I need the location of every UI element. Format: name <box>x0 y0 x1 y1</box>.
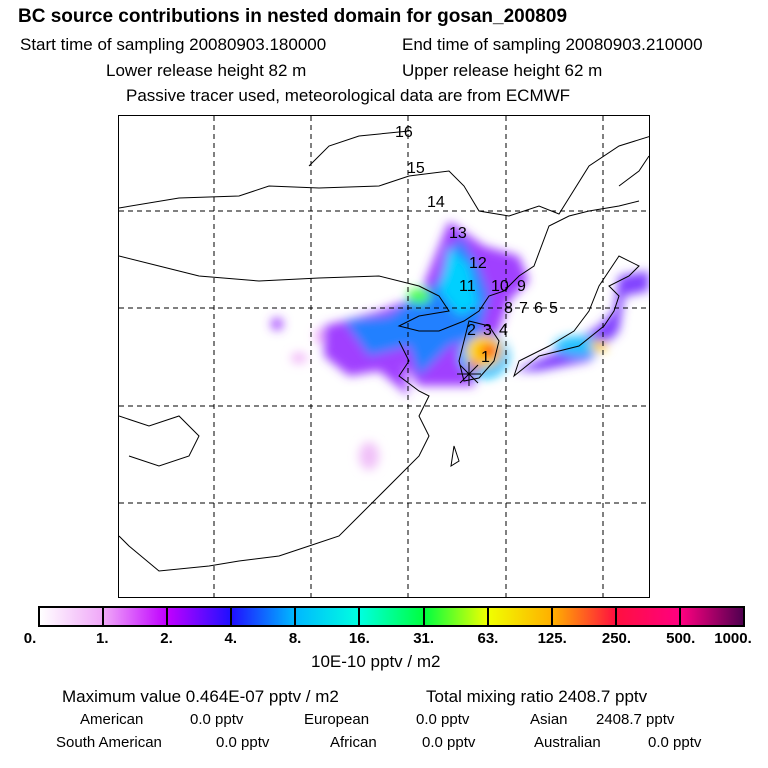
region-name: African <box>330 734 377 751</box>
trajectory-label: 3 <box>483 322 492 339</box>
colorbar-tick-label: 63. <box>477 630 499 647</box>
colorbar <box>38 606 745 627</box>
map-panel: 1 2 3 4 5 6 7 8 9 10 11 12 13 14 15 16 <box>118 115 650 598</box>
colorbar-segment <box>104 608 169 625</box>
region-name: South American <box>56 734 162 751</box>
trajectory-label: 11 <box>459 278 476 295</box>
region-value: 2408.7 pptv <box>596 711 675 728</box>
trajectory-label: 13 <box>449 225 467 242</box>
trajectory-label: 1 <box>481 349 490 366</box>
trajectory-label: 8 <box>504 300 513 317</box>
colorbar-segment <box>40 608 105 625</box>
colorbar-tick-label: 1. <box>96 630 109 647</box>
receptor-star-icon <box>457 362 481 386</box>
end-time: End time of sampling 20080903.210000 <box>402 35 703 54</box>
trajectory-label: 14 <box>427 194 445 211</box>
colorbar-tick-label: 4. <box>224 630 238 647</box>
colorbar-segment <box>616 608 681 625</box>
region-value: 0.0 pptv <box>422 734 476 751</box>
colorbar-tick-label: 500. <box>666 630 696 647</box>
colorbar-tick-label: 125. <box>537 630 567 647</box>
colorbar-segment <box>552 608 617 625</box>
region-name: Australian <box>534 734 601 751</box>
colorbar-segment <box>488 608 553 625</box>
upper-release-height: Upper release height 62 m <box>402 61 603 80</box>
region-value: 0.0 pptv <box>416 711 470 728</box>
maximum-value: Maximum value 0.464E-07 pptv / m2 <box>62 687 339 706</box>
region-name: Asian <box>530 711 568 728</box>
trajectory-label: 10 <box>491 278 509 295</box>
lower-release-height: Lower release height 82 m <box>106 61 307 80</box>
region-value: 0.0 pptv <box>648 734 702 751</box>
colorbar-tick-label: 8. <box>288 630 302 647</box>
grid-lines <box>119 116 649 597</box>
trajectory-label: 16 <box>395 124 413 141</box>
concentration-field <box>271 221 649 470</box>
colorbar-segment <box>168 608 233 625</box>
map-canvas: 1 2 3 4 5 6 7 8 9 10 11 12 13 14 15 16 <box>119 116 649 597</box>
start-time: Start time of sampling 20080903.180000 <box>20 35 327 54</box>
colorbar-unit: 10E-10 pptv / m2 <box>311 652 441 671</box>
colorbar-segment <box>296 608 361 625</box>
colorbar-tick-label: 16. <box>348 630 370 647</box>
coastlines <box>119 130 649 572</box>
region-name: American <box>80 711 144 728</box>
trajectory-label: 5 <box>549 300 558 317</box>
trajectory-label: 2 <box>467 322 476 339</box>
trajectory-label: 4 <box>499 322 508 339</box>
total-mixing-ratio: Total mixing ratio 2408.7 pptv <box>426 687 648 706</box>
tracer-note: Passive tracer used, meteorological data… <box>126 86 571 105</box>
colorbar-segment <box>232 608 297 625</box>
region-value: 0.0 pptv <box>190 711 244 728</box>
trajectory-label: 7 <box>519 300 528 317</box>
colorbar-tick-label: 250. <box>601 630 632 647</box>
colorbar-tick-label: 1000. <box>714 630 752 647</box>
colorbar-tick-label: 31. <box>413 630 435 647</box>
colorbar-segment <box>360 608 425 625</box>
region-name: European <box>304 711 370 728</box>
trajectory-label: 6 <box>534 300 543 317</box>
colorbar-tick-label: 0. <box>23 630 37 647</box>
colorbar-segment <box>424 608 489 625</box>
plot-title: BC source contributions in nested domain… <box>18 6 568 27</box>
region-value: 0.0 pptv <box>216 734 270 751</box>
trajectory-label: 15 <box>407 160 425 177</box>
colorbar-tick-label: 2. <box>160 630 173 647</box>
colorbar-segment <box>680 608 744 625</box>
trajectory-label: 12 <box>469 255 487 272</box>
trajectory-label: 9 <box>517 278 526 295</box>
